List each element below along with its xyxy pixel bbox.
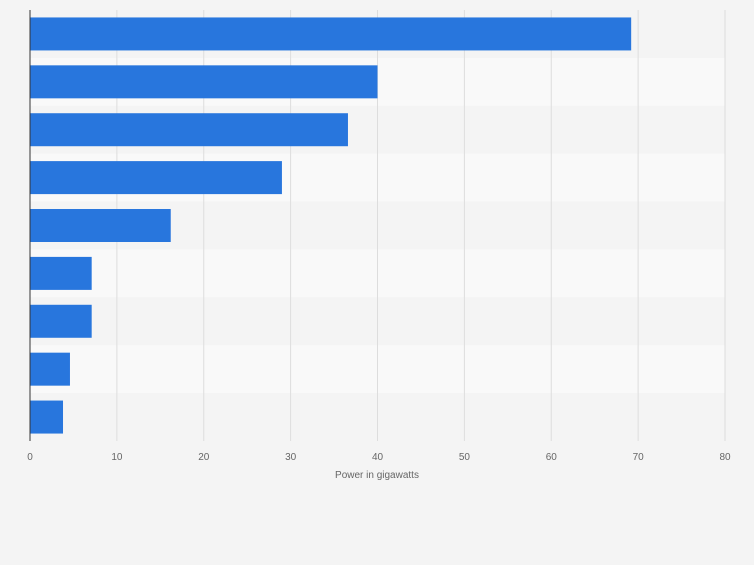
bar[interactable] (30, 209, 171, 242)
bar[interactable] (30, 304, 92, 338)
x-tick-label: 50 (459, 452, 471, 463)
x-tick-label: 0 (27, 452, 33, 463)
bar[interactable] (30, 352, 70, 386)
bar[interactable] (30, 161, 282, 195)
bar[interactable] (30, 113, 348, 147)
bars (30, 17, 632, 434)
x-axis-label: Power in gigawatts (335, 470, 419, 481)
x-tick-label: 10 (111, 452, 123, 463)
bar[interactable] (30, 400, 64, 434)
x-tick-label: 30 (285, 452, 297, 463)
x-tick-labels: 0 10 20 30 40 50 60 70 80 (27, 452, 731, 463)
x-tick-label: 80 (719, 452, 731, 463)
x-tick-label: 70 (633, 452, 645, 463)
x-tick-label: 40 (372, 452, 384, 463)
bar[interactable] (30, 256, 92, 290)
bar[interactable] (30, 65, 378, 99)
x-tick-label: 20 (198, 452, 210, 463)
bar[interactable] (30, 17, 632, 51)
x-tick-label: 60 (546, 452, 558, 463)
